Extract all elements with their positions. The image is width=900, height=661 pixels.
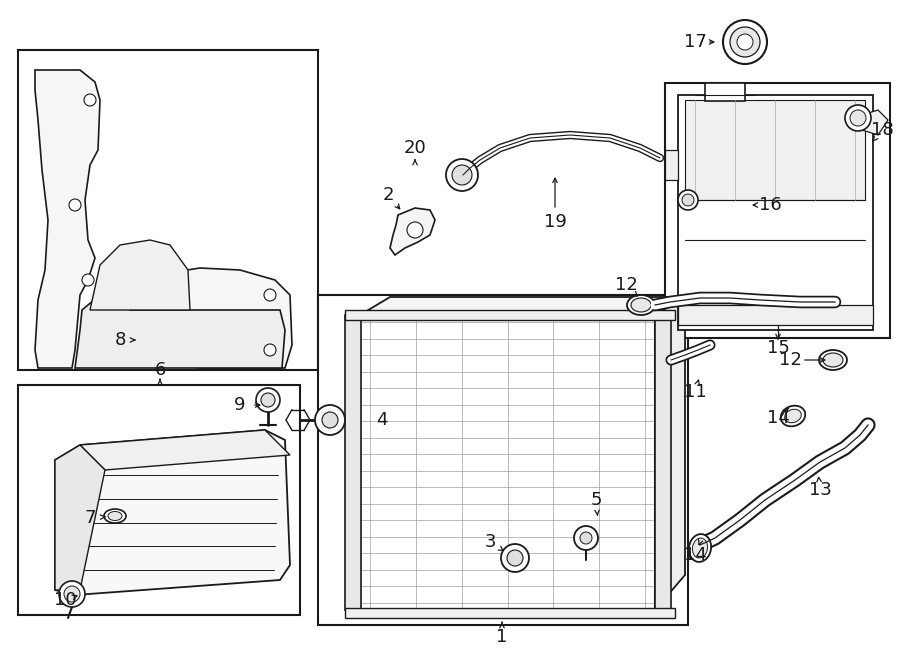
Circle shape [580, 532, 592, 544]
Text: 14: 14 [767, 409, 789, 427]
Polygon shape [75, 295, 285, 368]
Polygon shape [655, 297, 685, 610]
Circle shape [845, 105, 871, 131]
Circle shape [501, 544, 529, 572]
Bar [665, 83, 890, 338]
Text: 11: 11 [684, 383, 706, 401]
Circle shape [264, 289, 276, 301]
Ellipse shape [631, 298, 651, 312]
Circle shape [730, 27, 760, 57]
Text: 8: 8 [114, 331, 126, 349]
Text: 14: 14 [684, 546, 706, 564]
Text: 6: 6 [154, 361, 166, 379]
Ellipse shape [108, 512, 122, 520]
Polygon shape [390, 208, 435, 255]
Polygon shape [862, 110, 888, 135]
Bar [678, 305, 873, 325]
Bar [345, 315, 361, 610]
Circle shape [452, 165, 472, 185]
Circle shape [84, 94, 96, 106]
Ellipse shape [692, 538, 707, 558]
Circle shape [256, 388, 280, 412]
Polygon shape [80, 430, 290, 470]
Circle shape [322, 412, 338, 428]
Bar [655, 315, 671, 610]
Circle shape [507, 550, 523, 566]
Bar [345, 608, 675, 618]
Text: 1: 1 [496, 628, 508, 646]
Polygon shape [360, 297, 685, 315]
Circle shape [682, 194, 694, 206]
Text: 5: 5 [590, 491, 602, 509]
Text: 12: 12 [615, 276, 637, 294]
Bar [18, 50, 318, 370]
Circle shape [446, 159, 478, 191]
Polygon shape [128, 268, 292, 368]
Ellipse shape [627, 295, 655, 315]
Polygon shape [55, 430, 290, 595]
Polygon shape [665, 150, 678, 180]
Text: 19: 19 [544, 213, 566, 231]
Circle shape [264, 344, 276, 356]
Text: 10: 10 [54, 591, 76, 609]
Ellipse shape [688, 534, 711, 562]
Circle shape [850, 110, 866, 126]
Circle shape [723, 20, 767, 64]
Circle shape [64, 586, 80, 602]
Circle shape [315, 405, 345, 435]
Bar [678, 95, 873, 330]
Circle shape [82, 274, 94, 286]
Bar [360, 315, 655, 610]
Ellipse shape [823, 353, 843, 367]
Polygon shape [90, 240, 190, 310]
Circle shape [69, 199, 81, 211]
Circle shape [407, 222, 423, 238]
Text: 17: 17 [684, 33, 706, 51]
Text: 9: 9 [234, 396, 246, 414]
Bar [705, 83, 745, 101]
Text: 16: 16 [759, 196, 781, 214]
Bar [685, 100, 865, 200]
Circle shape [737, 34, 753, 50]
Ellipse shape [104, 509, 126, 523]
Text: 20: 20 [403, 139, 427, 157]
Bar [345, 310, 675, 320]
Bar [318, 295, 688, 625]
Text: 2: 2 [382, 186, 394, 204]
Circle shape [574, 526, 598, 550]
Polygon shape [35, 70, 100, 368]
Text: 12: 12 [778, 351, 801, 369]
Ellipse shape [781, 406, 806, 426]
Circle shape [59, 581, 85, 607]
Circle shape [261, 393, 275, 407]
Bar [18, 385, 300, 615]
Text: 7: 7 [85, 509, 95, 527]
Text: 15: 15 [767, 339, 789, 357]
Text: 4: 4 [376, 411, 388, 429]
Ellipse shape [819, 350, 847, 370]
Text: 3: 3 [484, 533, 496, 551]
Ellipse shape [785, 409, 801, 423]
Text: 13: 13 [808, 481, 832, 499]
Text: 18: 18 [870, 121, 894, 139]
Polygon shape [55, 445, 105, 590]
Circle shape [678, 190, 698, 210]
